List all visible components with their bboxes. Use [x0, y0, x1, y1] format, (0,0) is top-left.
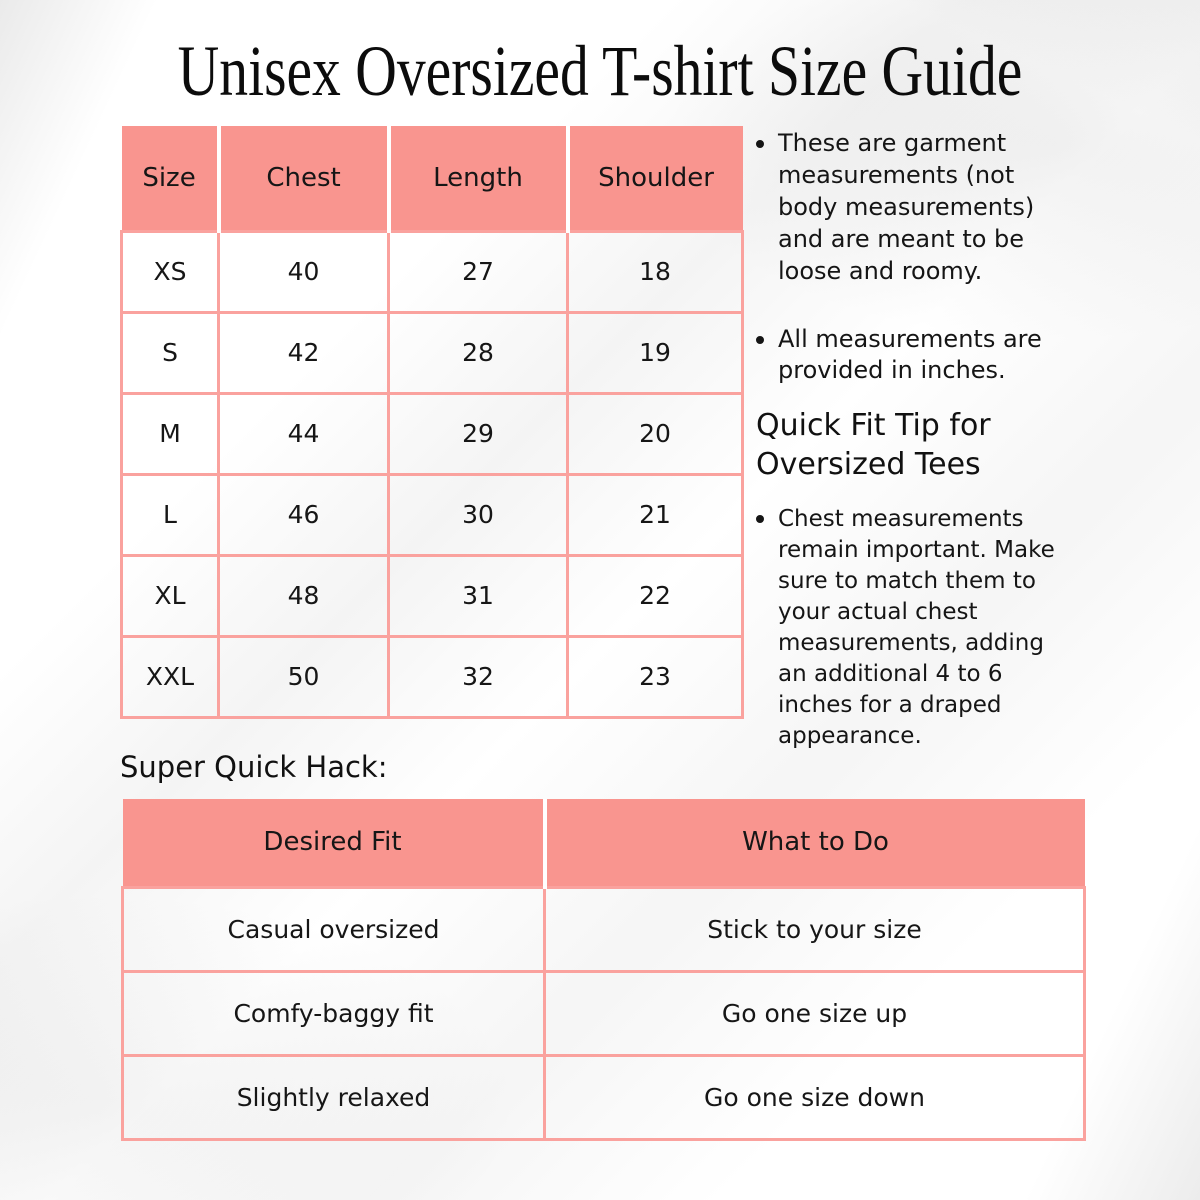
- length-cell: 32: [387, 634, 569, 719]
- shoulder-cell: 18: [566, 229, 744, 314]
- size-cell: S: [120, 310, 220, 395]
- table-row: Casual oversized Stick to your size: [121, 885, 1086, 973]
- size-cell: XS: [120, 229, 220, 314]
- length-cell: 31: [387, 553, 569, 638]
- table-row: XL 48 31 22: [120, 553, 744, 638]
- hack-table-header-what-to-do: What to Do: [544, 799, 1085, 887]
- size-table-header-row: Size Chest Length Shoulder: [121, 126, 743, 231]
- note-text: These are garment measurements (not body…: [778, 129, 1035, 285]
- shoulder-cell: 22: [566, 553, 744, 638]
- desired-fit-cell: Slightly relaxed: [121, 1053, 546, 1141]
- table-row: M 44 29 20: [120, 391, 744, 476]
- size-table-header-length: Length: [388, 126, 570, 231]
- shoulder-cell: 19: [566, 310, 744, 395]
- length-cell: 29: [387, 391, 569, 476]
- hack-table: Desired Fit What to Do Casual oversized …: [121, 799, 1086, 1141]
- hack-heading: Super Quick Hack:: [120, 750, 388, 784]
- size-cell: XL: [120, 553, 220, 638]
- shoulder-cell: 20: [566, 391, 744, 476]
- desired-fit-cell: Comfy-baggy fit: [121, 969, 546, 1057]
- table-row: S 42 28 19: [120, 310, 744, 395]
- size-cell: XXL: [120, 634, 220, 719]
- list-item: Chest measurements remain important. Mak…: [756, 504, 1078, 752]
- shoulder-cell: 23: [566, 634, 744, 719]
- chest-cell: 46: [217, 472, 390, 557]
- bullet-icon: [756, 335, 764, 344]
- chest-cell: 44: [217, 391, 390, 476]
- what-to-do-cell: Stick to your size: [543, 885, 1086, 973]
- length-cell: 28: [387, 310, 569, 395]
- tip-section: Chest measurements remain important. Mak…: [756, 504, 1078, 752]
- size-table: Size Chest Length Shoulder XS 40 27 18 S…: [120, 126, 744, 719]
- list-item: These are garment measurements (not body…: [756, 128, 1058, 288]
- list-item: All measurements are provided in inches.: [756, 324, 1058, 388]
- size-cell: L: [120, 472, 220, 557]
- length-cell: 27: [387, 229, 569, 314]
- chest-cell: 42: [217, 310, 390, 395]
- chest-cell: 48: [217, 553, 390, 638]
- hack-table-header-row: Desired Fit What to Do: [122, 799, 1085, 887]
- size-table-header-shoulder: Shoulder: [567, 126, 743, 231]
- length-cell: 30: [387, 472, 569, 557]
- what-to-do-cell: Go one size up: [543, 969, 1086, 1057]
- table-row: Slightly relaxed Go one size down: [121, 1053, 1086, 1141]
- chest-cell: 40: [217, 229, 390, 314]
- what-to-do-cell: Go one size down: [543, 1053, 1086, 1141]
- size-cell: M: [120, 391, 220, 476]
- table-row: XXL 50 32 23: [120, 634, 744, 719]
- shoulder-cell: 21: [566, 472, 744, 557]
- note-text: All measurements are provided in inches.: [778, 324, 1042, 385]
- bullet-icon: [756, 515, 764, 523]
- hack-table-header-desired-fit: Desired Fit: [122, 799, 547, 887]
- chest-cell: 50: [217, 634, 390, 719]
- table-row: L 46 30 21: [120, 472, 744, 557]
- tip-text: Chest measurements remain important. Mak…: [778, 506, 1055, 750]
- size-table-header-chest: Chest: [218, 126, 391, 231]
- bullet-icon: [756, 140, 764, 148]
- size-table-header-size: Size: [121, 126, 221, 231]
- table-row: XS 40 27 18: [120, 229, 744, 314]
- notes-section: These are garment measurements (not body…: [756, 128, 1058, 423]
- table-row: Comfy-baggy fit Go one size up: [121, 969, 1086, 1057]
- page-title: Unisex Oversized T-shirt Size Guide: [177, 31, 1023, 111]
- tip-heading: Quick Fit Tip for Oversized Tees: [756, 408, 991, 482]
- desired-fit-cell: Casual oversized: [121, 885, 546, 973]
